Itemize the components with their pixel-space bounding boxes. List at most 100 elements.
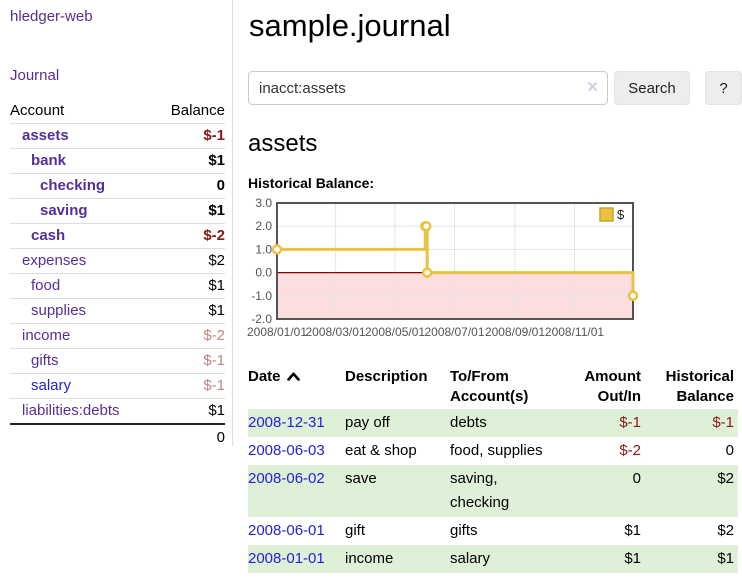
register-header-description: Description	[345, 368, 428, 385]
account-balance: $1	[160, 298, 225, 324]
search-form: ✕ Search ?	[248, 71, 742, 105]
register-accounts: food, supplies	[450, 442, 543, 459]
register-description: pay off	[345, 414, 390, 431]
svg-text:$: $	[617, 207, 625, 222]
account-link-saving[interactable]: saving	[40, 202, 88, 219]
register-balance: $2	[717, 470, 734, 487]
register-description: gift	[345, 522, 366, 539]
account-link-expenses[interactable]: expenses	[22, 252, 87, 269]
register-accounts: debts	[450, 414, 487, 431]
svg-text:2008/05/01: 2008/05/01	[365, 325, 425, 339]
account-balance: $-1	[160, 123, 225, 149]
help-button[interactable]: ?	[705, 71, 742, 105]
account-row: food $1	[10, 273, 225, 299]
sidebar-accounts-table: Account Balance assets $-1 bank $1 checkin…	[10, 99, 225, 450]
account-row: saving $1	[10, 198, 225, 224]
clear-search-icon[interactable]: ✕	[586, 79, 599, 96]
account-heading: assets	[248, 130, 318, 157]
svg-text:-2.0: -2.0	[251, 312, 272, 326]
register-header-amount: Amount Out/In	[584, 368, 641, 405]
account-link-food[interactable]: food	[31, 277, 61, 294]
accounts-header-balance: Balance	[160, 99, 225, 124]
register-date-link[interactable]: 2008-06-03	[248, 442, 325, 459]
account-row: bank $1	[10, 148, 225, 174]
account-link-gifts[interactable]: gifts	[31, 352, 59, 369]
chart-title: Historical Balance:	[248, 175, 375, 191]
account-link-salary[interactable]: salary	[31, 377, 72, 394]
account-balance: $1	[160, 398, 225, 425]
svg-text:1.0: 1.0	[255, 242, 272, 256]
account-link-liabilities-debts[interactable]: liabilities:debts	[22, 402, 120, 419]
account-row: supplies $1	[10, 298, 225, 324]
account-balance: $2	[160, 248, 225, 274]
page-title: sample.journal	[249, 8, 451, 43]
account-row: liabilities:debts $1	[10, 398, 225, 425]
account-link-cash[interactable]: cash	[31, 227, 66, 244]
account-link-supplies[interactable]: supplies	[31, 302, 87, 319]
svg-text:0.0: 0.0	[255, 266, 272, 280]
account-balance: $-1	[160, 373, 225, 399]
svg-text:2.0: 2.0	[255, 219, 272, 233]
accounts-header-account: Account	[10, 99, 160, 124]
svg-text:2008/09/01: 2008/09/01	[485, 325, 545, 339]
brand-link[interactable]: hledger-web	[10, 8, 93, 25]
register-header-balance: Historical Balance	[665, 368, 734, 405]
register-date-link[interactable]: 2008-01-01	[248, 550, 325, 567]
account-row: gifts $-1	[10, 348, 225, 374]
svg-text:2008/01/01: 2008/01/01	[247, 325, 307, 339]
register-header-accounts: To/From Account(s)	[450, 368, 529, 405]
register-description: save	[345, 470, 377, 487]
account-link-checking[interactable]: checking	[40, 177, 106, 194]
register-accounts: saving, checking	[450, 470, 510, 511]
account-row: checking 0	[10, 173, 225, 199]
account-row: cash $-2	[10, 223, 225, 249]
account-balance: $-2	[160, 323, 225, 349]
register-table: Date Description To/From Account(s) Amou…	[248, 367, 738, 573]
account-balance: $-2	[160, 223, 225, 249]
register-balance: $1	[717, 550, 734, 567]
register-date-link[interactable]: 2008-06-02	[248, 470, 325, 487]
register-amount: $-2	[619, 442, 641, 459]
register-balance: 0	[725, 442, 734, 459]
account-balance: $1	[160, 148, 225, 174]
account-balance: $-1	[160, 348, 225, 374]
search-input[interactable]	[248, 71, 608, 105]
register-header-date: Date	[248, 367, 345, 409]
account-row: salary $-1	[10, 373, 225, 399]
svg-text:-1.0: -1.0	[251, 289, 272, 303]
svg-text:2008/11/01: 2008/11/01	[545, 325, 604, 339]
register-amount: 0	[632, 470, 641, 487]
register-balance: $2	[717, 522, 734, 539]
register-row: 2008-12-31 pay off debts $-1 $-1	[248, 409, 738, 437]
register-row: 2008-06-02 save saving, checking 0 $2	[248, 465, 738, 517]
register-header-row: Date Description To/From Account(s) Amou…	[248, 367, 738, 409]
search-button[interactable]: Search	[614, 71, 690, 105]
accounts-total-row: 0	[10, 424, 225, 450]
register-description: eat & shop	[345, 442, 417, 459]
sidebar: hledger-web Journal Account Balance asse…	[0, 0, 233, 446]
svg-text:3.0: 3.0	[255, 196, 272, 210]
svg-text:2008/07/01: 2008/07/01	[424, 325, 484, 339]
account-link-assets[interactable]: assets	[22, 127, 69, 144]
account-row: expenses $2	[10, 248, 225, 274]
register-balance: $-1	[712, 414, 734, 431]
register-row: 2008-01-01 income salary $1 $1	[248, 545, 738, 573]
register-amount: $-1	[619, 414, 641, 431]
nav-journal-link[interactable]: Journal	[10, 67, 60, 84]
account-link-bank[interactable]: bank	[31, 152, 67, 169]
register-row: 2008-06-03 eat & shop food, supplies $-2…	[248, 437, 738, 465]
sort-ascending-icon	[286, 372, 300, 381]
register-accounts: salary	[450, 550, 491, 567]
account-balance: $1	[160, 273, 225, 299]
account-link-income[interactable]: income	[22, 327, 71, 344]
svg-text:2008/03/01: 2008/03/01	[305, 325, 365, 339]
register-date-link[interactable]: 2008-06-01	[248, 522, 325, 539]
accounts-total-value: 0	[216, 429, 225, 446]
register-row: 2008-06-01 gift gifts $1 $2	[248, 517, 738, 545]
account-balance: $1	[160, 198, 225, 224]
register-date-link[interactable]: 2008-12-31	[248, 414, 325, 431]
register-amount: $1	[624, 550, 641, 567]
main-content: sample.journal ✕ Search ? assets Histori…	[247, 0, 742, 573]
historical-balance-chart: 3.0 2.0 1.0 0.0 -1.0 -2.0 2008/01/01 2008/03/01…	[247, 196, 642, 346]
account-row: income $-2	[10, 323, 225, 349]
